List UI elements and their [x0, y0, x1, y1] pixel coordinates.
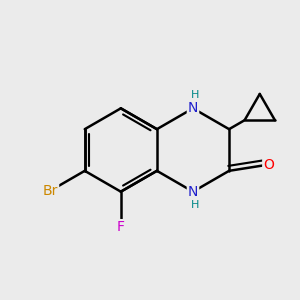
Text: O: O	[263, 158, 274, 172]
Text: H: H	[191, 200, 199, 210]
Text: N: N	[188, 185, 198, 199]
Text: N: N	[188, 101, 198, 115]
Text: H: H	[191, 90, 199, 100]
Text: F: F	[117, 220, 125, 234]
Text: Br: Br	[43, 184, 58, 198]
